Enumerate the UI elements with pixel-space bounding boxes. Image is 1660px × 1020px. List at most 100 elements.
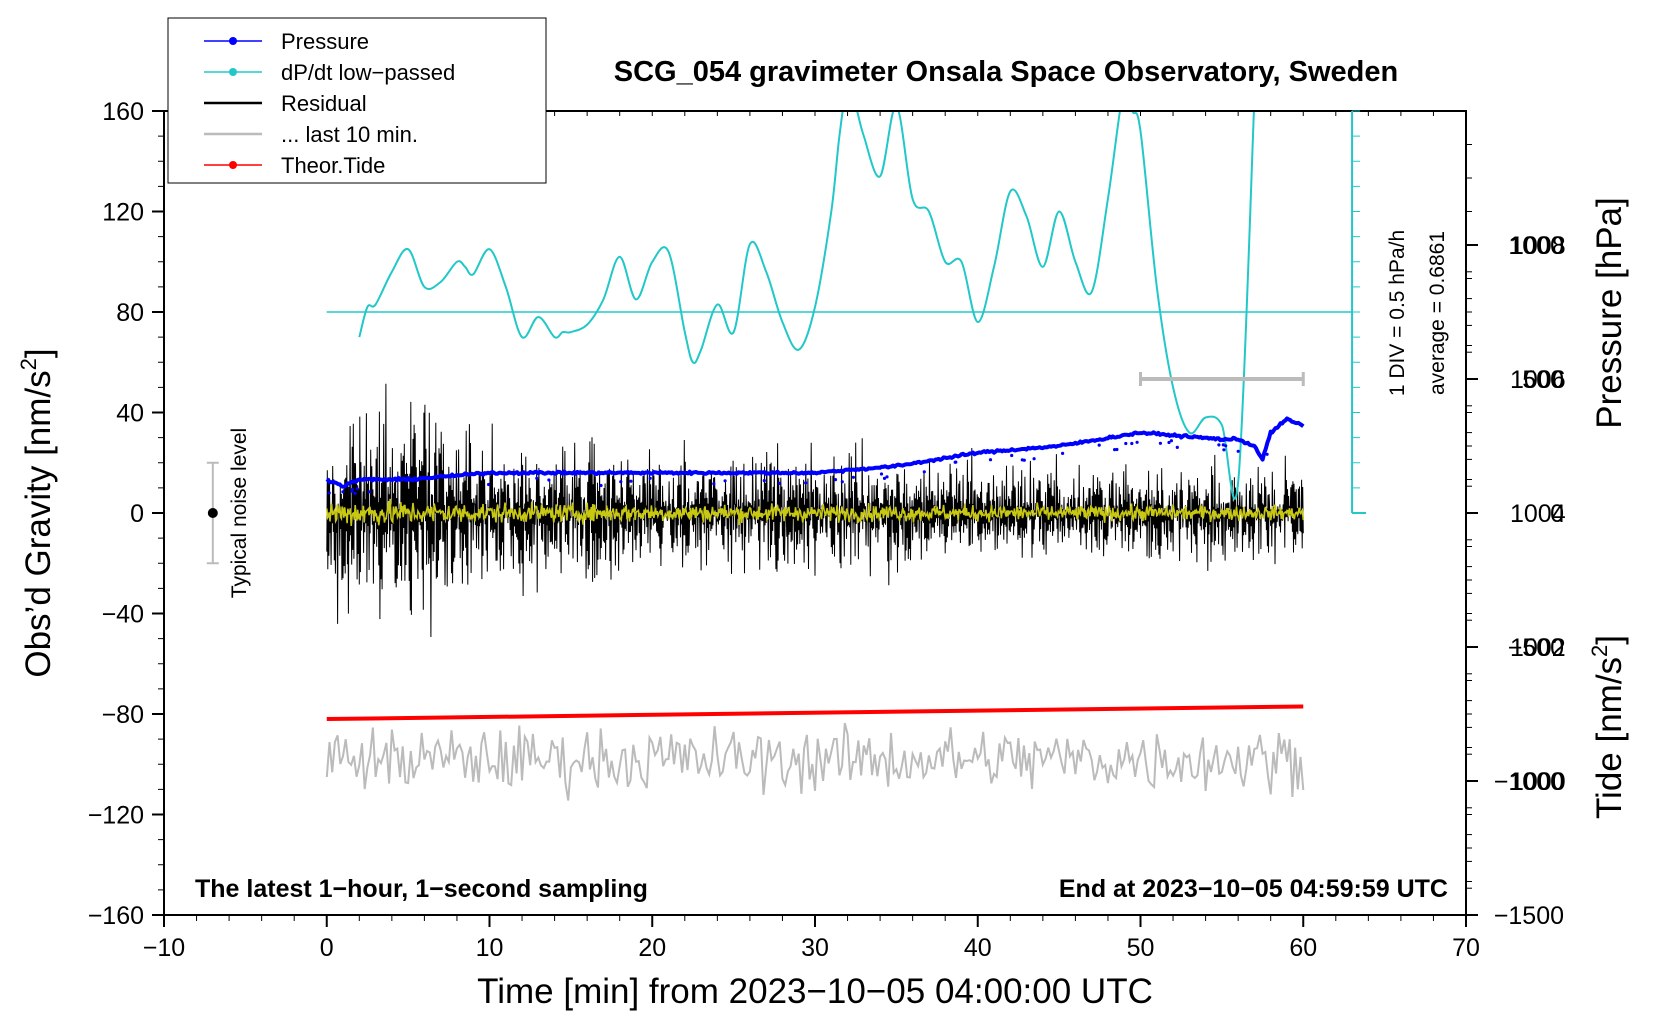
pressure-point bbox=[535, 476, 539, 480]
pressure-point bbox=[804, 481, 808, 485]
pressure-point bbox=[885, 475, 889, 479]
pressure-point bbox=[953, 460, 957, 464]
pressure-point bbox=[341, 490, 345, 494]
pressure-tick-label: 1002 bbox=[1510, 634, 1566, 662]
x-tick-label: 30 bbox=[801, 934, 829, 962]
pressure-point bbox=[1221, 443, 1225, 447]
legend-label: Pressure bbox=[281, 29, 369, 54]
legend-swatch-marker bbox=[229, 37, 237, 45]
legend: Pressure dP/dt low−passed Residual ... last… bbox=[167, 17, 547, 184]
pressure-point bbox=[367, 490, 371, 494]
pressure-point bbox=[1158, 441, 1162, 445]
pressure-point bbox=[988, 458, 993, 462]
y-axis-label-left: Obs’d Gravity [nm/s2] bbox=[16, 348, 58, 677]
pressure-point bbox=[1175, 445, 1179, 449]
legend-label: dP/dt low−passed bbox=[281, 60, 455, 85]
y-tick-label: 120 bbox=[102, 199, 144, 227]
tide-tick-label: −500 bbox=[1508, 634, 1564, 662]
pressure-point bbox=[851, 475, 856, 479]
pressure-point bbox=[1097, 443, 1101, 447]
y-tick-label: 40 bbox=[116, 400, 144, 428]
y-axis-label-left-text: Obs’d Gravity [nm/s bbox=[19, 370, 58, 677]
y-axis-label-left-sup: 2 bbox=[16, 358, 41, 370]
pressure-tick-label: 1008 bbox=[1510, 232, 1566, 260]
bottom-left-note: The latest 1−hour, 1−second sampling bbox=[195, 875, 648, 903]
pressure-point bbox=[1236, 449, 1240, 453]
legend-swatch-marker bbox=[229, 68, 237, 76]
pressure-point bbox=[1010, 453, 1014, 458]
pressure-point bbox=[723, 479, 727, 483]
tide-tick-label: 0 bbox=[1550, 500, 1564, 528]
pressure-point bbox=[355, 487, 359, 491]
legend-swatch-marker bbox=[229, 161, 237, 169]
pressure-point bbox=[327, 491, 331, 495]
dpdt-average-label: average = 0.6861 bbox=[1426, 231, 1449, 395]
y-axis-label-left-close: ] bbox=[19, 348, 58, 358]
y-tick-label: 80 bbox=[116, 299, 144, 327]
pressure-point bbox=[840, 480, 844, 484]
x-axis-label: Time [min] from 2023−10−05 04:00:00 UTC bbox=[477, 972, 1153, 1011]
y-tick-label: 0 bbox=[130, 500, 144, 528]
legend-box bbox=[167, 17, 547, 184]
x-tick-label: 50 bbox=[1127, 934, 1155, 962]
pressure-tick-label: 1006 bbox=[1510, 366, 1566, 394]
pressure-point bbox=[882, 476, 887, 480]
y-axis-label-tide-text: Tide [nm/s bbox=[1590, 657, 1629, 819]
pressure-point bbox=[1224, 444, 1228, 448]
legend-label: Residual bbox=[281, 91, 367, 116]
axes-layer: −10 0 10 20 30 40 50 60 70 160 120 80 40 0 −40 −80 −120 −… bbox=[88, 98, 1566, 962]
pressure-point bbox=[1265, 452, 1269, 456]
y-tick-label: −40 bbox=[102, 601, 144, 629]
pressure-point bbox=[350, 487, 354, 492]
legend-label: Theor.Tide bbox=[281, 153, 385, 178]
pressure-point bbox=[762, 479, 766, 483]
pressure-point bbox=[487, 482, 491, 487]
x-tick-label: −10 bbox=[143, 934, 185, 962]
pressure-point bbox=[879, 472, 884, 476]
pressure-point bbox=[1113, 448, 1117, 452]
pressure-point bbox=[619, 480, 623, 484]
x-tick-label: 10 bbox=[476, 934, 504, 962]
y-tick-label: −160 bbox=[88, 902, 144, 930]
tide-tick-label: 1000 bbox=[1508, 232, 1564, 260]
x-tick-label: 40 bbox=[964, 934, 992, 962]
pressure-point bbox=[1217, 443, 1221, 447]
y-axis-label-pressure: Pressure [hPa] bbox=[1590, 197, 1629, 429]
pressure-series-line bbox=[325, 416, 1305, 489]
noise-level-label: Typical noise level bbox=[228, 428, 251, 598]
legend-label: ... last 10 min. bbox=[281, 122, 418, 147]
pressure-point bbox=[1115, 447, 1119, 452]
pressure-tick-label: 1000 bbox=[1510, 768, 1566, 796]
y-tick-label: −120 bbox=[88, 802, 144, 830]
legend-items: Pressure dP/dt low−passed Residual ... last… bbox=[204, 29, 455, 178]
y-tick-label: 160 bbox=[102, 98, 144, 126]
pressure-point bbox=[599, 483, 603, 488]
pressure-point bbox=[1167, 440, 1171, 445]
y-axis-label-tide: Tide [nm/s2] bbox=[1587, 635, 1629, 819]
x-tick-label: 60 bbox=[1289, 934, 1317, 962]
pressure-point bbox=[1222, 448, 1226, 452]
pressure-point bbox=[1135, 440, 1139, 444]
last-10-min-series-line bbox=[325, 722, 1305, 801]
y-axis-label-tide-close: ] bbox=[1590, 635, 1629, 645]
pressure-point bbox=[1124, 441, 1128, 446]
pressure-point bbox=[1022, 458, 1026, 462]
dpdt-series-line bbox=[358, 111, 1255, 500]
pressure-point bbox=[547, 478, 551, 482]
pressure-point bbox=[1130, 441, 1134, 446]
y-axis-label-tide-sup: 2 bbox=[1587, 645, 1612, 657]
pressure-point bbox=[353, 491, 357, 495]
x-tick-label: 70 bbox=[1452, 934, 1480, 962]
pressure-point bbox=[648, 476, 652, 480]
pressure-point bbox=[1061, 451, 1065, 455]
residual-smoothed-line bbox=[326, 498, 1305, 526]
y-tick-label: −80 bbox=[102, 701, 144, 729]
pressure-point bbox=[712, 482, 716, 486]
theor-tide-line bbox=[326, 704, 1304, 722]
pressure-point bbox=[778, 481, 782, 485]
pressure-point bbox=[629, 479, 633, 483]
bottom-right-note: End at 2023−10−05 04:59:59 UTC bbox=[1059, 875, 1448, 903]
chart-title: SCG_054 gravimeter Onsala Space Observat… bbox=[614, 56, 1398, 88]
tide-tick-label: −1500 bbox=[1494, 902, 1564, 930]
